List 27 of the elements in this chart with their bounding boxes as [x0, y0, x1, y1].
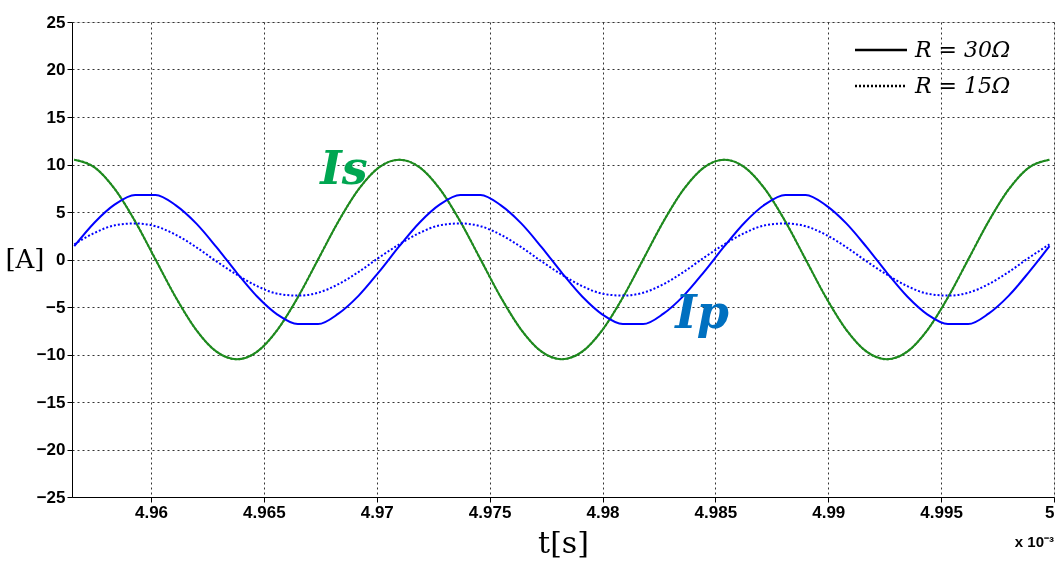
x-tick-label: 4.975 [468, 502, 512, 522]
x-axis-title: t[s] [538, 524, 589, 560]
y-tick-label: 5 [56, 202, 66, 222]
y-tick-label: 0 [56, 250, 66, 269]
x-tick-label: 4.99 [812, 502, 846, 522]
y-tick-label: −25 [36, 487, 66, 507]
y-tick-label: 10 [46, 155, 66, 174]
y-tick-label: −15 [36, 392, 66, 412]
x-tick-label: 4.985 [694, 502, 738, 522]
annotation: Is [318, 141, 368, 195]
y-tick-label: 20 [46, 60, 66, 79]
x-tick-label: 4.98 [586, 502, 620, 522]
y-tick-label: −20 [36, 440, 66, 459]
y-axis-title: [A] [5, 244, 45, 274]
y-tick-label: 25 [46, 12, 66, 32]
x-tick-label: 4.97 [360, 502, 394, 522]
y-tick-label: −5 [46, 297, 66, 317]
text: x 10⁻³ [1014, 533, 1054, 550]
x-tick-label: 4.995 [920, 502, 963, 522]
y-tick-label: −10 [36, 345, 66, 364]
annotation: R = 30Ω [914, 37, 1011, 62]
x-tick-label: 4.965 [243, 502, 286, 522]
annotation: R = 15Ω [914, 73, 1011, 98]
x-tick-label: 4.96 [134, 502, 169, 522]
annotation: Ip [673, 285, 729, 339]
x-tick-label: 5 [1045, 502, 1055, 522]
y-tick-label: 15 [46, 107, 66, 127]
